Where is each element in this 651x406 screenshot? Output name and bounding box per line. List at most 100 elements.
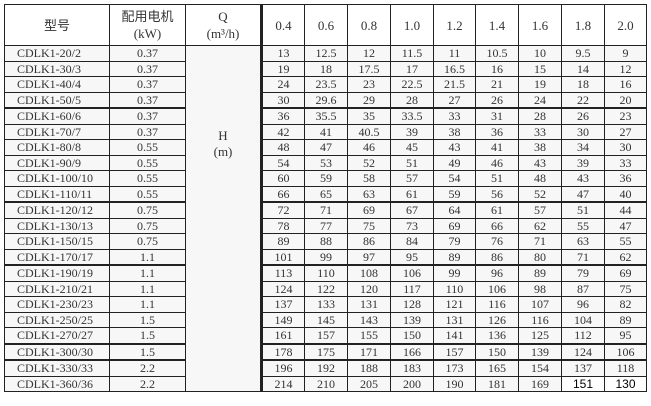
head-value-cell: 10.5 (475, 45, 519, 62)
head-value-cell: 22 (561, 91, 605, 109)
head-value-cell: 26 (561, 107, 605, 125)
head-value-cell: 137 (561, 359, 605, 377)
head-value-cell: 110 (304, 264, 348, 282)
head-value-cell: 58 (347, 170, 391, 187)
head-value-cell: 155 (347, 327, 391, 345)
model-cell: CDLK1-50/5 (4, 91, 110, 109)
head-value-cell: 36 (475, 123, 519, 140)
head-value-cell: 33 (433, 107, 476, 125)
head-value-cell: 86 (347, 233, 391, 250)
head-value-cell: 188 (347, 359, 391, 377)
motor-power-cell: 0.37 (109, 45, 186, 62)
pump-performance-table: 型号 配用电机 (kW) Q (m³/h) 0.4 0.6 0.8 1.0 1.2 1.4 1.… (4, 4, 647, 392)
head-value-cell: 139 (518, 343, 562, 361)
head-value-cell: 17.5 (347, 60, 391, 77)
head-value-cell: 141 (433, 327, 476, 345)
motor-power-cell: 1.1 (109, 280, 186, 297)
head-value-cell: 157 (433, 343, 476, 361)
model-cell: CDLK1-110/11 (4, 185, 110, 203)
head-value-cell: 64 (433, 201, 476, 219)
table-row: CDLK1-80/8 0.55 48 47 46 45 43 41 38 34 30 (4, 139, 647, 156)
head-value-cell: 38 (518, 139, 562, 156)
head-value-cell: 88 (304, 233, 348, 250)
head-value-cell: 47 (304, 139, 348, 156)
head-value-cell: 145 (304, 311, 348, 328)
head-value-cell: 97 (347, 248, 391, 266)
head-value-cell: 39 (390, 123, 434, 140)
model-cell: CDLK1-270/27 (4, 327, 110, 345)
motor-power-cell: 2.2 (109, 375, 186, 392)
model-header: 型号 (4, 4, 110, 46)
head-value-cell: 67 (390, 201, 434, 219)
head-value-cell: 69 (347, 201, 391, 219)
head-value-cell: 137 (260, 296, 305, 313)
head-value-cell: 76 (475, 233, 519, 250)
head-value-cell: 106 (604, 343, 647, 361)
head-value-cell: 65 (304, 185, 348, 203)
head-value-cell: 52 (347, 154, 391, 171)
model-cell: CDLK1-230/23 (4, 296, 110, 313)
head-value-cell: 108 (347, 264, 391, 282)
head-value-cell: 110 (433, 280, 476, 297)
head-value-cell: 15 (518, 60, 562, 77)
head-value-cell: 77 (304, 217, 348, 234)
header-row: 型号 配用电机 (kW) Q (m³/h) 0.4 0.6 0.8 1.0 1.2 1.4 1.… (4, 4, 647, 46)
head-value-cell: 69 (604, 264, 647, 282)
head-value-cell: 53 (304, 154, 348, 171)
head-value-cell: 96 (475, 264, 519, 282)
head-value-cell: 21 (475, 76, 519, 93)
head-value-cell: 82 (604, 296, 647, 313)
head-value-cell: 40 (604, 185, 647, 203)
model-header-label: 型号 (43, 17, 70, 33)
head-value-cell: 11 (433, 45, 476, 62)
head-value-cell: 19 (518, 76, 562, 93)
model-cell: CDLK1-90/9 (4, 154, 110, 171)
head-value-cell: 151 (561, 375, 605, 392)
head-value-cell: 190 (433, 375, 476, 392)
flow-column-header: 1.2 (433, 4, 476, 46)
head-value-cell: 30 (604, 139, 647, 156)
head-value-cell: 165 (475, 359, 519, 377)
head-value-cell: 14 (561, 60, 605, 77)
head-value-cell: 86 (475, 248, 519, 266)
head-value-cell: 34 (561, 139, 605, 156)
head-value-cell: 57 (390, 170, 434, 187)
flow-column-header: 0.8 (347, 4, 391, 46)
motor-power-cell: 0.37 (109, 91, 186, 109)
head-value-cell: 20 (604, 91, 647, 109)
head-value-cell: 71 (304, 201, 348, 219)
motor-power-cell: 1.5 (109, 327, 186, 345)
table-row: CDLK1-230/23 1.1 137 133 131 128 121 116 107 96 82 (4, 296, 647, 313)
head-value-cell: 124 (561, 343, 605, 361)
head-value-cell: 10 (518, 45, 562, 62)
head-label: H (218, 127, 228, 143)
head-value-cell: 59 (304, 170, 348, 187)
head-value-cell: 205 (347, 375, 391, 392)
head-value-cell: 113 (260, 264, 305, 282)
head-value-cell: 12 (604, 60, 647, 77)
head-value-cell: 12.5 (304, 45, 348, 62)
table-row: CDLK1-110/11 0.55 66 65 63 61 59 56 52 47 40 (4, 185, 647, 203)
head-value-cell: 98 (518, 280, 562, 297)
head-value-cell: 27 (433, 91, 476, 109)
head-value-cell: 46 (475, 154, 519, 171)
head-value-cell: 52 (518, 185, 562, 203)
head-value-cell: 125 (518, 327, 562, 345)
table-row: CDLK1-150/15 0.75 89 88 86 84 79 76 71 63 55 (4, 233, 647, 250)
model-cell: CDLK1-100/10 (4, 170, 110, 187)
head-value-cell: 47 (604, 217, 647, 234)
motor-power-cell: 0.37 (109, 60, 186, 77)
head-value-cell: 99 (433, 264, 476, 282)
head-value-cell: 89 (604, 311, 647, 328)
head-value-cell: 106 (475, 280, 519, 297)
head-value-cell: 99 (304, 248, 348, 266)
head-unit: (m) (213, 143, 233, 159)
head-value-cell: 30 (260, 91, 305, 109)
head-value-cell: 71 (518, 233, 562, 250)
head-value-cell: 89 (518, 264, 562, 282)
table-row: CDLK1-190/19 1.1 113 110 108 106 99 96 89 79 69 (4, 264, 647, 282)
head-value-cell: 69 (433, 217, 476, 234)
table-row: CDLK1-70/7 0.37 42 41 40.5 39 38 36 33 30 27 (4, 123, 647, 140)
table-row: CDLK1-30/3 0.37 19 18 17.5 17 16.5 16 15 14 12 (4, 60, 647, 77)
table-row: CDLK1-210/21 1.1 124 122 120 117 110 106 98 87 75 (4, 280, 647, 297)
